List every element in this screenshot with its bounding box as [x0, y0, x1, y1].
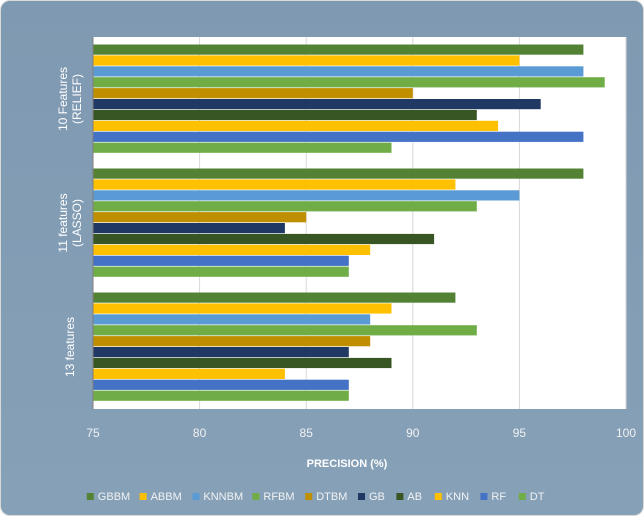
category-label: 10 Features(RELIEF): [56, 67, 84, 131]
bar-abbm: [93, 55, 520, 66]
bar-rfbm: [93, 77, 605, 88]
legend-item-label: DTBM: [316, 491, 347, 503]
category-label: 13 features: [63, 317, 77, 377]
x-tick-label: 80: [193, 426, 207, 440]
legend-item-label: ABBM: [151, 491, 182, 503]
x-tick-label: 75: [86, 426, 100, 440]
bar-rf: [93, 255, 349, 266]
x-tick-label: 100: [616, 426, 636, 440]
x-axis-title: PRECISION (%): [307, 458, 388, 470]
bar-gbbm: [93, 168, 584, 179]
legend-item-label: GB: [369, 491, 385, 503]
bar-knn: [93, 368, 285, 379]
category-label-line: (LASSO): [70, 199, 84, 247]
category-label: 11 features(LASSO): [56, 193, 84, 252]
bar-gb: [93, 347, 349, 358]
legend-swatch: [434, 493, 442, 500]
bar-abbm: [93, 179, 456, 190]
category-label-line: 11 features: [56, 193, 70, 252]
x-tick-label: 95: [513, 426, 527, 440]
bar-gb: [93, 99, 541, 110]
x-tick-label: 85: [300, 426, 314, 440]
bar-knn: [93, 244, 371, 255]
bar-dt: [93, 390, 349, 401]
legend-swatch: [139, 493, 147, 500]
bar-knnbm: [93, 314, 371, 325]
bar-dt: [93, 266, 349, 277]
legend-item-label: GBBM: [98, 491, 130, 503]
bar-rf: [93, 379, 349, 390]
legend-swatch: [86, 493, 94, 500]
bar-rfbm: [93, 201, 477, 212]
legend-item-label: DT: [530, 491, 545, 503]
legend-item-label: RFBM: [263, 491, 294, 503]
category-labels: 10 Features(RELIEF) 11 features(LASSO) 13 …: [56, 67, 84, 377]
category-label-line: 10 Features: [56, 67, 70, 131]
x-tick-labels: 75 80 85 90 95 100: [86, 426, 636, 440]
bar-knn: [93, 120, 499, 131]
legend: GBBM ABBM KNNBM RFBM DTBM GB AB KNN RF DT: [86, 491, 545, 503]
legend-swatch: [396, 493, 404, 500]
bar-gbbm: [93, 44, 584, 55]
bar-gb: [93, 223, 285, 234]
legend-swatch: [358, 493, 365, 500]
legend-item-label: RF: [491, 491, 506, 503]
legend-item-label: AB: [407, 491, 422, 503]
bar-ab: [93, 357, 392, 369]
x-tick-label: 90: [406, 426, 420, 440]
bar-rfbm: [93, 325, 477, 336]
legend-item-label: KNN: [446, 491, 469, 503]
bar-dt: [93, 142, 392, 153]
bar-dtbm: [93, 336, 371, 347]
bar-ab: [93, 109, 477, 121]
bar-ab: [93, 233, 435, 245]
bars: [93, 44, 605, 401]
legend-swatch: [252, 493, 260, 500]
legend-swatch: [305, 493, 313, 500]
category-label-line: 13 features: [63, 317, 77, 377]
bar-dtbm: [93, 212, 307, 223]
legend-swatch: [480, 493, 488, 500]
category-label-line: (RELIEF): [70, 74, 84, 124]
bar-knnbm: [93, 66, 584, 77]
legend-swatch: [192, 493, 200, 500]
bar-gbbm: [93, 292, 456, 303]
bar-dtbm: [93, 88, 413, 99]
legend-item-label: KNNBM: [203, 491, 243, 503]
bar-abbm: [93, 303, 392, 314]
bar-rf: [93, 131, 584, 142]
legend-swatch: [518, 493, 526, 500]
bar-knnbm: [93, 190, 520, 201]
